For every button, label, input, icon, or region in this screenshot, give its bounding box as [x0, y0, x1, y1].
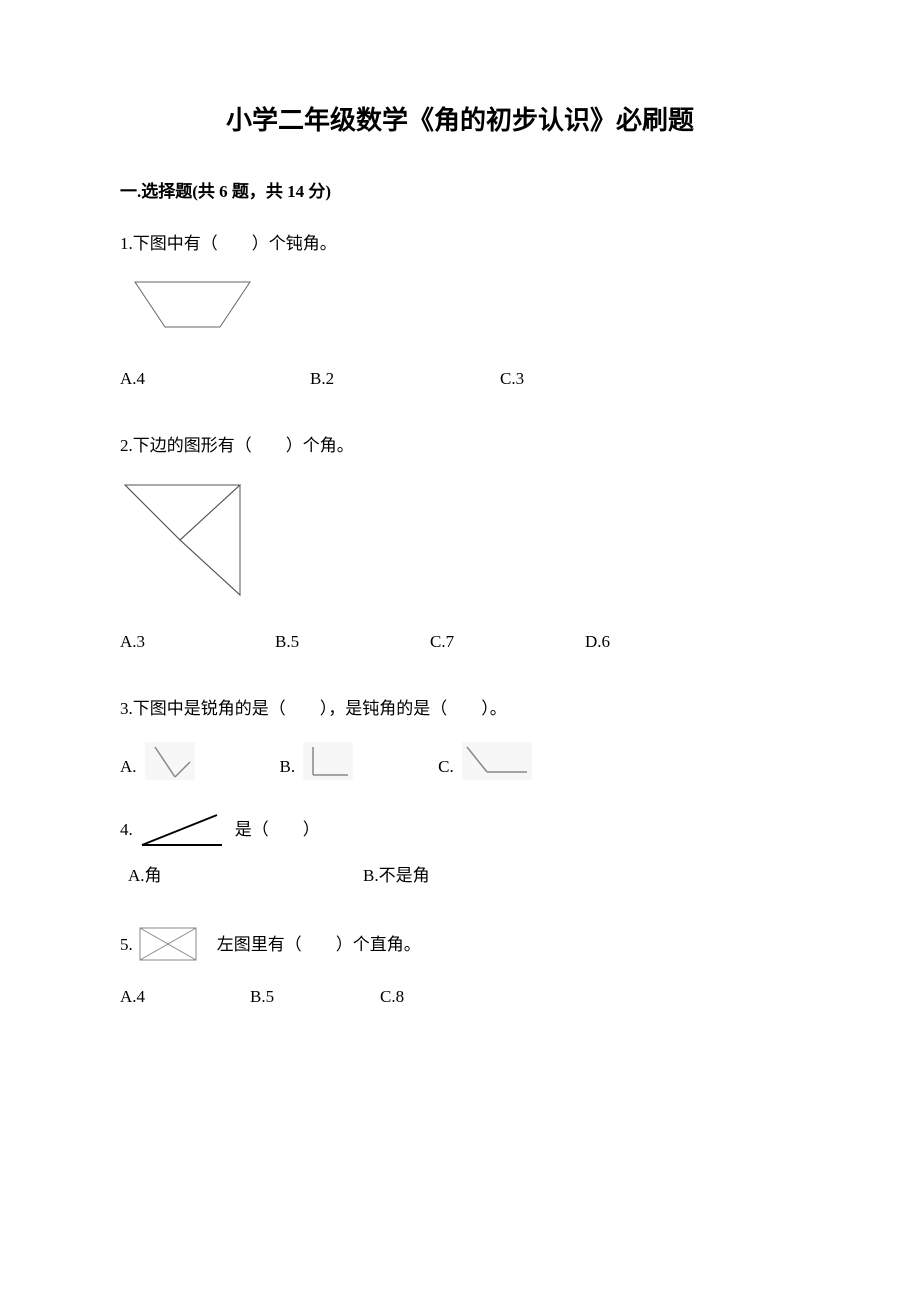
q3-label-a: A.: [120, 753, 137, 780]
q1-option-b: B.2: [310, 365, 500, 392]
q2-text: 2.下边的图形有（ ）个角。: [120, 432, 800, 459]
q4-text: 是（ ）: [235, 816, 320, 843]
q3-text: 3.下图中是锐角的是（ ），是钝角的是（ ）。: [120, 695, 800, 722]
q1-figure: [120, 277, 800, 337]
question-4: 4. 是（ ） A.角 B.不是角: [120, 810, 800, 889]
rectangle-diagonals-icon: [137, 925, 199, 963]
q1-text: 1.下图中有（ ）个钝角。: [120, 230, 800, 257]
right-angle-icon: [303, 742, 353, 780]
q3-label-c: C.: [438, 753, 454, 780]
angle-rays-icon: [137, 810, 227, 850]
q4-option-b: B.不是角: [363, 862, 598, 889]
q4-options: A.角 B.不是角: [120, 862, 800, 889]
q5-option-b: B.5: [250, 983, 380, 1010]
q3-options: A. B.: [120, 742, 800, 780]
q2-option-c: C.7: [430, 628, 585, 655]
q1-option-c: C.3: [500, 365, 690, 392]
acute-angle-icon: [145, 742, 195, 780]
q5-text: 左图里有（ ）个直角。: [217, 931, 421, 958]
q4-prefix: 4.: [120, 816, 133, 843]
q3-option-b: B.: [280, 742, 354, 780]
q5-option-a: A.4: [120, 983, 250, 1010]
page-content: 小学二年级数学《角的初步认识》必刷题 一.选择题(共 6 题，共 14 分) 1…: [0, 0, 920, 1100]
page-title: 小学二年级数学《角的初步认识》必刷题: [120, 100, 800, 137]
q5-option-c: C.8: [380, 983, 510, 1010]
q3-option-c: C.: [438, 742, 532, 780]
q5-prefix: 5.: [120, 931, 133, 958]
q1-option-a: A.4: [120, 365, 310, 392]
question-5: 5. 左图里有（ ）个直角。 A.4 B.5 C.8: [120, 925, 800, 1010]
question-1: 1.下图中有（ ）个钝角。 A.4 B.2 C.3: [120, 230, 800, 392]
obtuse-angle-icon: [462, 742, 532, 780]
q3-option-a: A.: [120, 742, 195, 780]
question-2: 2.下边的图形有（ ）个角。 A.3 B.5 C.7 D.6: [120, 432, 800, 654]
arrow-shape-icon: [120, 480, 250, 600]
section-header: 一.选择题(共 6 题，共 14 分): [120, 177, 800, 202]
q3-label-b: B.: [280, 753, 296, 780]
q2-option-a: A.3: [120, 628, 275, 655]
q2-options: A.3 B.5 C.7 D.6: [120, 628, 800, 655]
trapezoid-icon: [120, 277, 270, 337]
q2-option-d: D.6: [585, 628, 740, 655]
question-3: 3.下图中是锐角的是（ ），是钝角的是（ ）。 A. B.: [120, 695, 800, 780]
q2-option-b: B.5: [275, 628, 430, 655]
q5-options: A.4 B.5 C.8: [120, 983, 800, 1010]
q1-options: A.4 B.2 C.3: [120, 365, 800, 392]
q4-option-a: A.角: [128, 862, 363, 889]
q2-figure: [120, 480, 800, 600]
